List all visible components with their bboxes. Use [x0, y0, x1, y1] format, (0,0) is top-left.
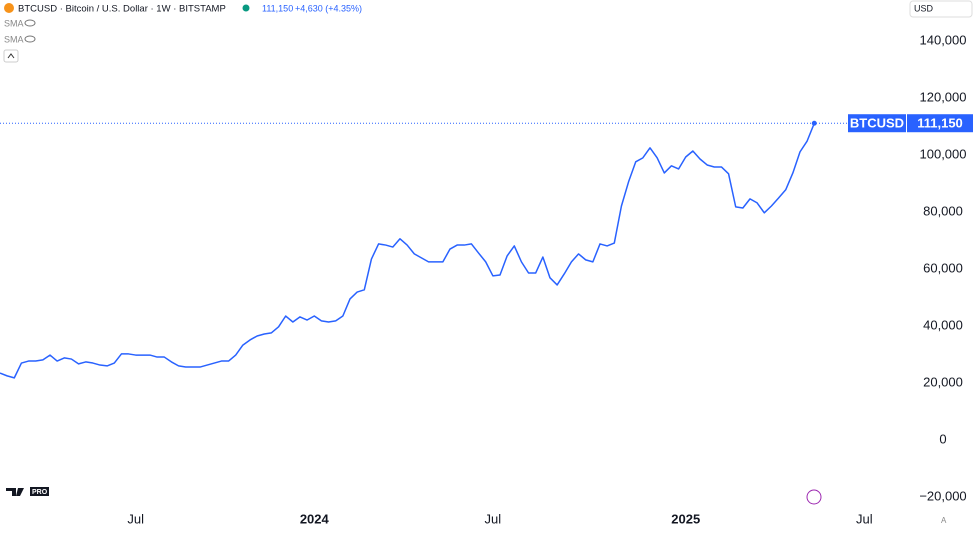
price-tag	[907, 114, 973, 133]
symbol-tag-label: BTCUSD	[850, 116, 904, 131]
currency: USD	[914, 3, 934, 13]
x-tick-label: Jul	[856, 511, 873, 526]
logo-text: PRO	[32, 489, 48, 496]
y-tick-label: 60,000	[923, 260, 963, 275]
y-tick-label: 80,000	[923, 203, 963, 218]
logo-badge	[30, 487, 49, 496]
lightning-icon[interactable]	[806, 489, 822, 505]
y-tick-label: 100,000	[920, 146, 967, 161]
y-tick-label: 20,000	[923, 374, 963, 389]
x-tick-label: 2024	[300, 511, 330, 526]
change: +4,630 (+4.35%)	[295, 3, 362, 13]
collapse-button[interactable]	[3, 49, 19, 63]
currency-button[interactable]	[909, 0, 973, 18]
y-tick-label: −20,000	[919, 488, 966, 503]
symbol-tag	[848, 114, 906, 133]
symbol-title: BTCUSD · Bitcoin / U.S. Dollar · 1W · BI…	[18, 4, 226, 15]
x-tick-label: 2025	[671, 511, 700, 526]
y-tick-label: 0	[939, 431, 946, 446]
y-tick-label: 120,000	[920, 89, 967, 104]
price-tag-label: 111,150	[917, 116, 963, 131]
eye-icon[interactable]	[24, 35, 36, 43]
status-dot	[242, 4, 250, 12]
y-tick-label: 140,000	[920, 32, 967, 47]
eye-icon[interactable]	[24, 19, 36, 27]
tv-logo	[6, 488, 24, 496]
collapse-icon	[7, 53, 15, 59]
x-tick-label: Jul	[485, 511, 502, 526]
price: 111,150	[262, 3, 293, 13]
x-tick-label: Jul	[127, 511, 144, 526]
price-line	[0, 122, 815, 379]
auto-scale[interactable]: A	[941, 516, 947, 525]
indicator[interactable]: SMA	[4, 34, 24, 44]
last-point	[811, 120, 817, 126]
btc-icon	[4, 3, 14, 13]
y-tick-label: 40,000	[923, 317, 963, 332]
indicator[interactable]: SMA	[4, 18, 24, 28]
